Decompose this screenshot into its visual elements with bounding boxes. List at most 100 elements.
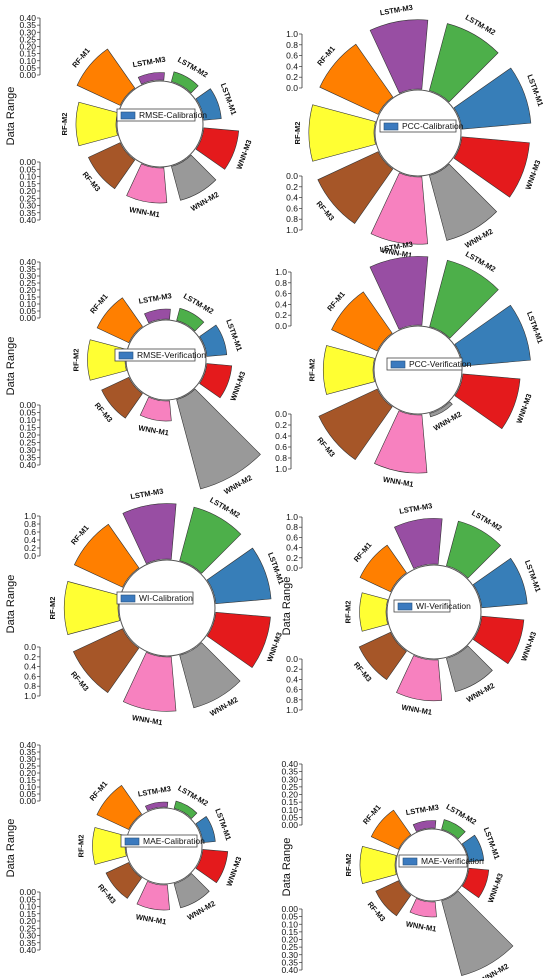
bar-lstm-m1 — [472, 557, 528, 609]
bar-rf-m2 — [323, 345, 375, 395]
bar-rf-m3 — [375, 880, 412, 917]
panel-wi-calibration: LSTM-M3LSTM-M2LSTM-M1WNN-M3WNN-M2WNN-M1R… — [5, 486, 286, 727]
top-axis-tick-label: 0.6 — [24, 527, 36, 537]
top-axis-tick-label: 0.15 — [19, 49, 36, 59]
label-wnn-m1: WNN-M1 — [405, 919, 437, 933]
inner-circle — [374, 89, 462, 177]
bottom-axis-tick-label: 0.10 — [19, 172, 36, 182]
top-axis-tick-label: 0.35 — [19, 747, 36, 757]
legend-label: RMSE-Calibration — [139, 110, 207, 120]
bar-rf-m1 — [76, 48, 136, 106]
bottom-axis-tick-label: 0.20 — [281, 935, 298, 945]
bar-rf-m3 — [72, 628, 140, 694]
legend-box — [379, 119, 457, 133]
bar-lstm-m3 — [144, 308, 171, 324]
bar-wnn-m1 — [370, 172, 429, 245]
bar-wnn-m1 — [409, 898, 437, 918]
bottom-axis-tick-label: 0.15 — [19, 909, 36, 919]
bar-rf-m3 — [317, 151, 394, 224]
label-rf-m2: RF-M2 — [344, 854, 353, 877]
label-lstm-m1: LSTM-M1 — [219, 82, 239, 116]
legend-box — [114, 348, 196, 362]
top-axis-tick-label: 0.10 — [19, 56, 36, 66]
bottom-axis-tick-label: 0.25 — [19, 193, 36, 203]
panel-mae-calibration: LSTM-M3 LSTM-M2LSTM-M1WNN-M3WNN-M2WNN-M1R… — [5, 740, 243, 955]
bottom-axis-tick-label: 0.40 — [19, 460, 36, 470]
bar-lstm-m2 — [446, 520, 501, 579]
top-axis-tick-label: 0.0 — [24, 551, 36, 561]
bottom-axis-tick-label: 0.8 — [24, 681, 36, 691]
bottom-axis-tick-label: 0.2 — [24, 652, 36, 662]
top-axis-tick-label: 0.00 — [19, 70, 36, 80]
top-axis-tick-label: 0.40 — [19, 257, 36, 267]
top-axis-tick-label: 0.4 — [286, 543, 298, 553]
legend-swatch — [124, 837, 140, 846]
bottom-axis-tick-label: 0.10 — [19, 902, 36, 912]
top-axis-tick-label: 0.30 — [19, 271, 36, 281]
label-lstm-m3: LSTM-M3 — [399, 501, 433, 516]
top-axis-tick-label: 0.6 — [286, 51, 298, 61]
label-rf-m1: RF-M1 — [70, 46, 92, 69]
label-lstm-m1: LSTM-M1 — [525, 73, 545, 107]
bottom-axis-tick-label: 0.25 — [19, 438, 36, 448]
panel-rmse-calibration: LSTM-M3 LSTM-M2LSTM-M1WNN-M3WNN-M2WNN-M1R… — [5, 13, 254, 225]
bar-rf-m2 — [359, 592, 389, 632]
top-axis-tick-label: 0.25 — [19, 761, 36, 771]
legend-label: PCC-Calibration — [402, 121, 464, 131]
label-lstm-m3: LSTM-M3 — [132, 55, 166, 70]
bar-rf-m2 — [308, 104, 376, 162]
top-axis-tick-label: 0.8 — [286, 40, 298, 50]
bar-lstm-m3 — [122, 503, 177, 564]
top-axis-tick-label: 0.0 — [286, 83, 298, 93]
top-axis-tick-label: 0.05 — [19, 306, 36, 316]
legend-label: MAE-Calibration — [143, 836, 205, 846]
bar-rf-m1 — [96, 297, 143, 344]
bottom-axis-tick-label: 1.0 — [286, 705, 298, 715]
label-lstm-m3: LSTM-M3 — [405, 803, 439, 818]
panel-pcc-calibration: LSTM-M3LSTM-M2LSTM-M1WNN-M3WNN-M2WNN-M1R… — [286, 3, 545, 260]
top-axis-tick-label: 0.4 — [24, 535, 36, 545]
top-axis-tick-label: 0.25 — [19, 34, 36, 44]
bottom-axis-tick-label: 0.6 — [24, 671, 36, 681]
legend-swatch — [402, 857, 418, 866]
bottom-axis-tick-label: 0.00 — [281, 904, 298, 914]
label-rf-m2: RF-M2 — [76, 835, 85, 858]
bar-wnn-m1 — [136, 880, 170, 911]
legend-label: PCC-Verification — [409, 359, 472, 369]
bar-wnn-m3 — [453, 136, 530, 198]
top-axis-tick-label: 0.35 — [281, 767, 298, 777]
bottom-axis-tick-label: 0.8 — [275, 453, 287, 463]
label-lstm-m3: LSTM-M3 — [138, 291, 172, 306]
bottom-axis-tick-label: 0.4 — [24, 662, 36, 672]
label-rf-m2: RF-M2 — [60, 113, 69, 136]
legend-swatch — [397, 602, 413, 611]
top-axis-tick-label: 0.00 — [281, 820, 298, 830]
bottom-axis-tick-label: 0.15 — [19, 423, 36, 433]
bar-rf-m3 — [105, 862, 143, 899]
bottom-axis-tick-label: 0.05 — [281, 912, 298, 922]
top-axis-tick-label: 0.05 — [19, 789, 36, 799]
top-axis-tick-label: 0.2 — [24, 543, 36, 553]
label-wnn-m1: WNN-M1 — [138, 423, 170, 437]
label-wnn-m3: WNN-M3 — [486, 872, 505, 904]
top-axis-tick-label: 0.25 — [281, 782, 298, 792]
bar-lstm-m2 — [173, 800, 198, 819]
bottom-axis-tick-label: 0.00 — [19, 157, 36, 167]
bar-wnn-m2 — [446, 645, 493, 693]
top-axis-tick-label: 0.00 — [19, 796, 36, 806]
top-axis-tick-label: 0.2 — [275, 310, 287, 320]
bottom-axis-tick-label: 0.05 — [19, 894, 36, 904]
bar-wnn-m2 — [173, 873, 210, 909]
bottom-axis-tick-label: 0.20 — [19, 916, 36, 926]
top-axis-tick-label: 1.0 — [24, 511, 36, 521]
bar-lstm-m2 — [441, 819, 466, 840]
bar-lstm-m1 — [195, 88, 222, 121]
bottom-axis-tick-label: 1.0 — [286, 225, 298, 235]
top-axis-tick-label: 0.2 — [286, 553, 298, 563]
y-axis-label: Data Range — [281, 838, 293, 897]
bottom-axis-tick-label: 0.0 — [24, 642, 36, 652]
bar-rf-m2 — [359, 846, 397, 884]
bottom-axis-tick-label: 0.4 — [286, 674, 298, 684]
label-wnn-m1: WNN-M1 — [401, 703, 433, 717]
bar-lstm-m1 — [453, 67, 532, 130]
